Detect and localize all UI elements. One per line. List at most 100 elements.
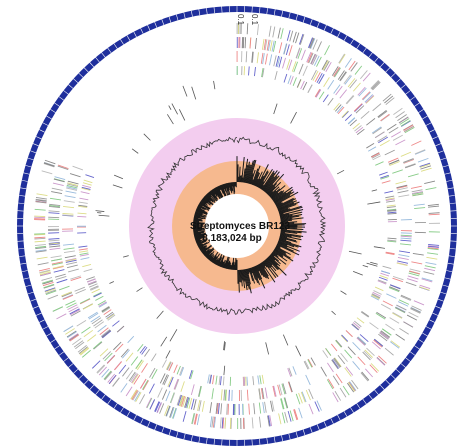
skew-bar <box>203 248 212 256</box>
skew-bar <box>263 176 275 192</box>
tick <box>390 374 396 380</box>
feature <box>39 271 51 276</box>
feature <box>405 281 417 287</box>
tick <box>73 368 79 374</box>
skew-bar <box>273 250 284 258</box>
tick <box>68 363 74 368</box>
feature <box>142 380 149 391</box>
feature <box>165 390 171 402</box>
feature <box>35 245 47 249</box>
skew-bar <box>220 185 226 197</box>
skew-bar <box>214 187 221 197</box>
feature <box>35 249 47 252</box>
sparse-feature <box>182 85 188 97</box>
feature <box>55 276 67 281</box>
feature <box>58 285 70 291</box>
feature <box>65 328 75 335</box>
feature <box>403 321 414 328</box>
feature <box>427 203 439 206</box>
feature <box>385 97 395 105</box>
tick <box>154 21 158 28</box>
tick <box>295 431 298 438</box>
feature <box>53 269 65 273</box>
feature <box>144 348 151 357</box>
skew-bar <box>241 157 245 183</box>
tick <box>395 368 401 374</box>
tick <box>27 291 34 295</box>
feature <box>382 93 392 102</box>
skew-bar <box>275 245 281 249</box>
sparse-feature <box>168 105 172 110</box>
skew-bar <box>204 195 211 202</box>
feature <box>308 37 313 48</box>
feature <box>256 52 259 64</box>
feature <box>385 252 395 255</box>
skew-bar <box>279 234 302 241</box>
tick <box>35 136 42 140</box>
center-disk <box>205 194 269 258</box>
feature <box>362 351 371 361</box>
feature <box>321 59 328 70</box>
feature <box>228 389 230 401</box>
skew-bar <box>277 241 288 246</box>
feature <box>333 102 340 111</box>
feature <box>103 309 112 315</box>
skew-bar <box>272 251 278 256</box>
skew-bar <box>218 185 222 191</box>
feature <box>335 339 343 348</box>
feature <box>75 288 86 295</box>
skew-bar <box>208 253 215 261</box>
feature <box>248 66 250 76</box>
tick <box>21 179 28 182</box>
feature <box>287 75 292 85</box>
skew-bar <box>264 259 272 268</box>
skew-bar <box>228 182 231 188</box>
feature <box>69 309 81 316</box>
feature <box>316 41 322 52</box>
skew-bar <box>222 183 227 192</box>
feature <box>334 390 342 401</box>
skew-bar <box>272 186 293 202</box>
feature <box>66 330 77 338</box>
feature <box>135 392 142 403</box>
feature <box>370 295 380 301</box>
skew-bar <box>226 183 231 197</box>
feature <box>385 195 395 199</box>
feature <box>397 260 409 264</box>
tick <box>362 47 367 54</box>
skew-bar <box>193 223 203 225</box>
skew-bar <box>233 182 236 193</box>
feature <box>379 171 388 176</box>
skew-bar <box>262 170 278 191</box>
tick <box>337 31 341 38</box>
feature <box>320 366 327 377</box>
skew-bar <box>223 183 229 196</box>
feature <box>209 374 212 384</box>
feature <box>48 205 61 208</box>
feature <box>116 325 125 333</box>
skew-bar <box>201 199 207 205</box>
feature <box>287 381 293 393</box>
feature <box>384 190 394 194</box>
feature <box>130 356 139 366</box>
tick <box>54 102 60 107</box>
feature <box>177 395 182 406</box>
skew-bar <box>257 175 264 188</box>
feature <box>392 277 404 283</box>
sparse-feature <box>160 336 168 347</box>
skew-bar <box>280 217 304 222</box>
feature <box>389 286 400 292</box>
tick <box>23 277 30 280</box>
feature <box>387 209 397 212</box>
feature <box>246 389 249 401</box>
feature <box>34 215 46 218</box>
skew-bar <box>274 191 292 204</box>
skew-bar <box>259 263 269 277</box>
feature <box>83 268 93 273</box>
feature <box>35 246 47 250</box>
feature <box>67 331 77 339</box>
tick <box>385 67 391 73</box>
feature <box>190 398 195 410</box>
skew-bar <box>201 243 214 253</box>
feature <box>52 266 64 270</box>
